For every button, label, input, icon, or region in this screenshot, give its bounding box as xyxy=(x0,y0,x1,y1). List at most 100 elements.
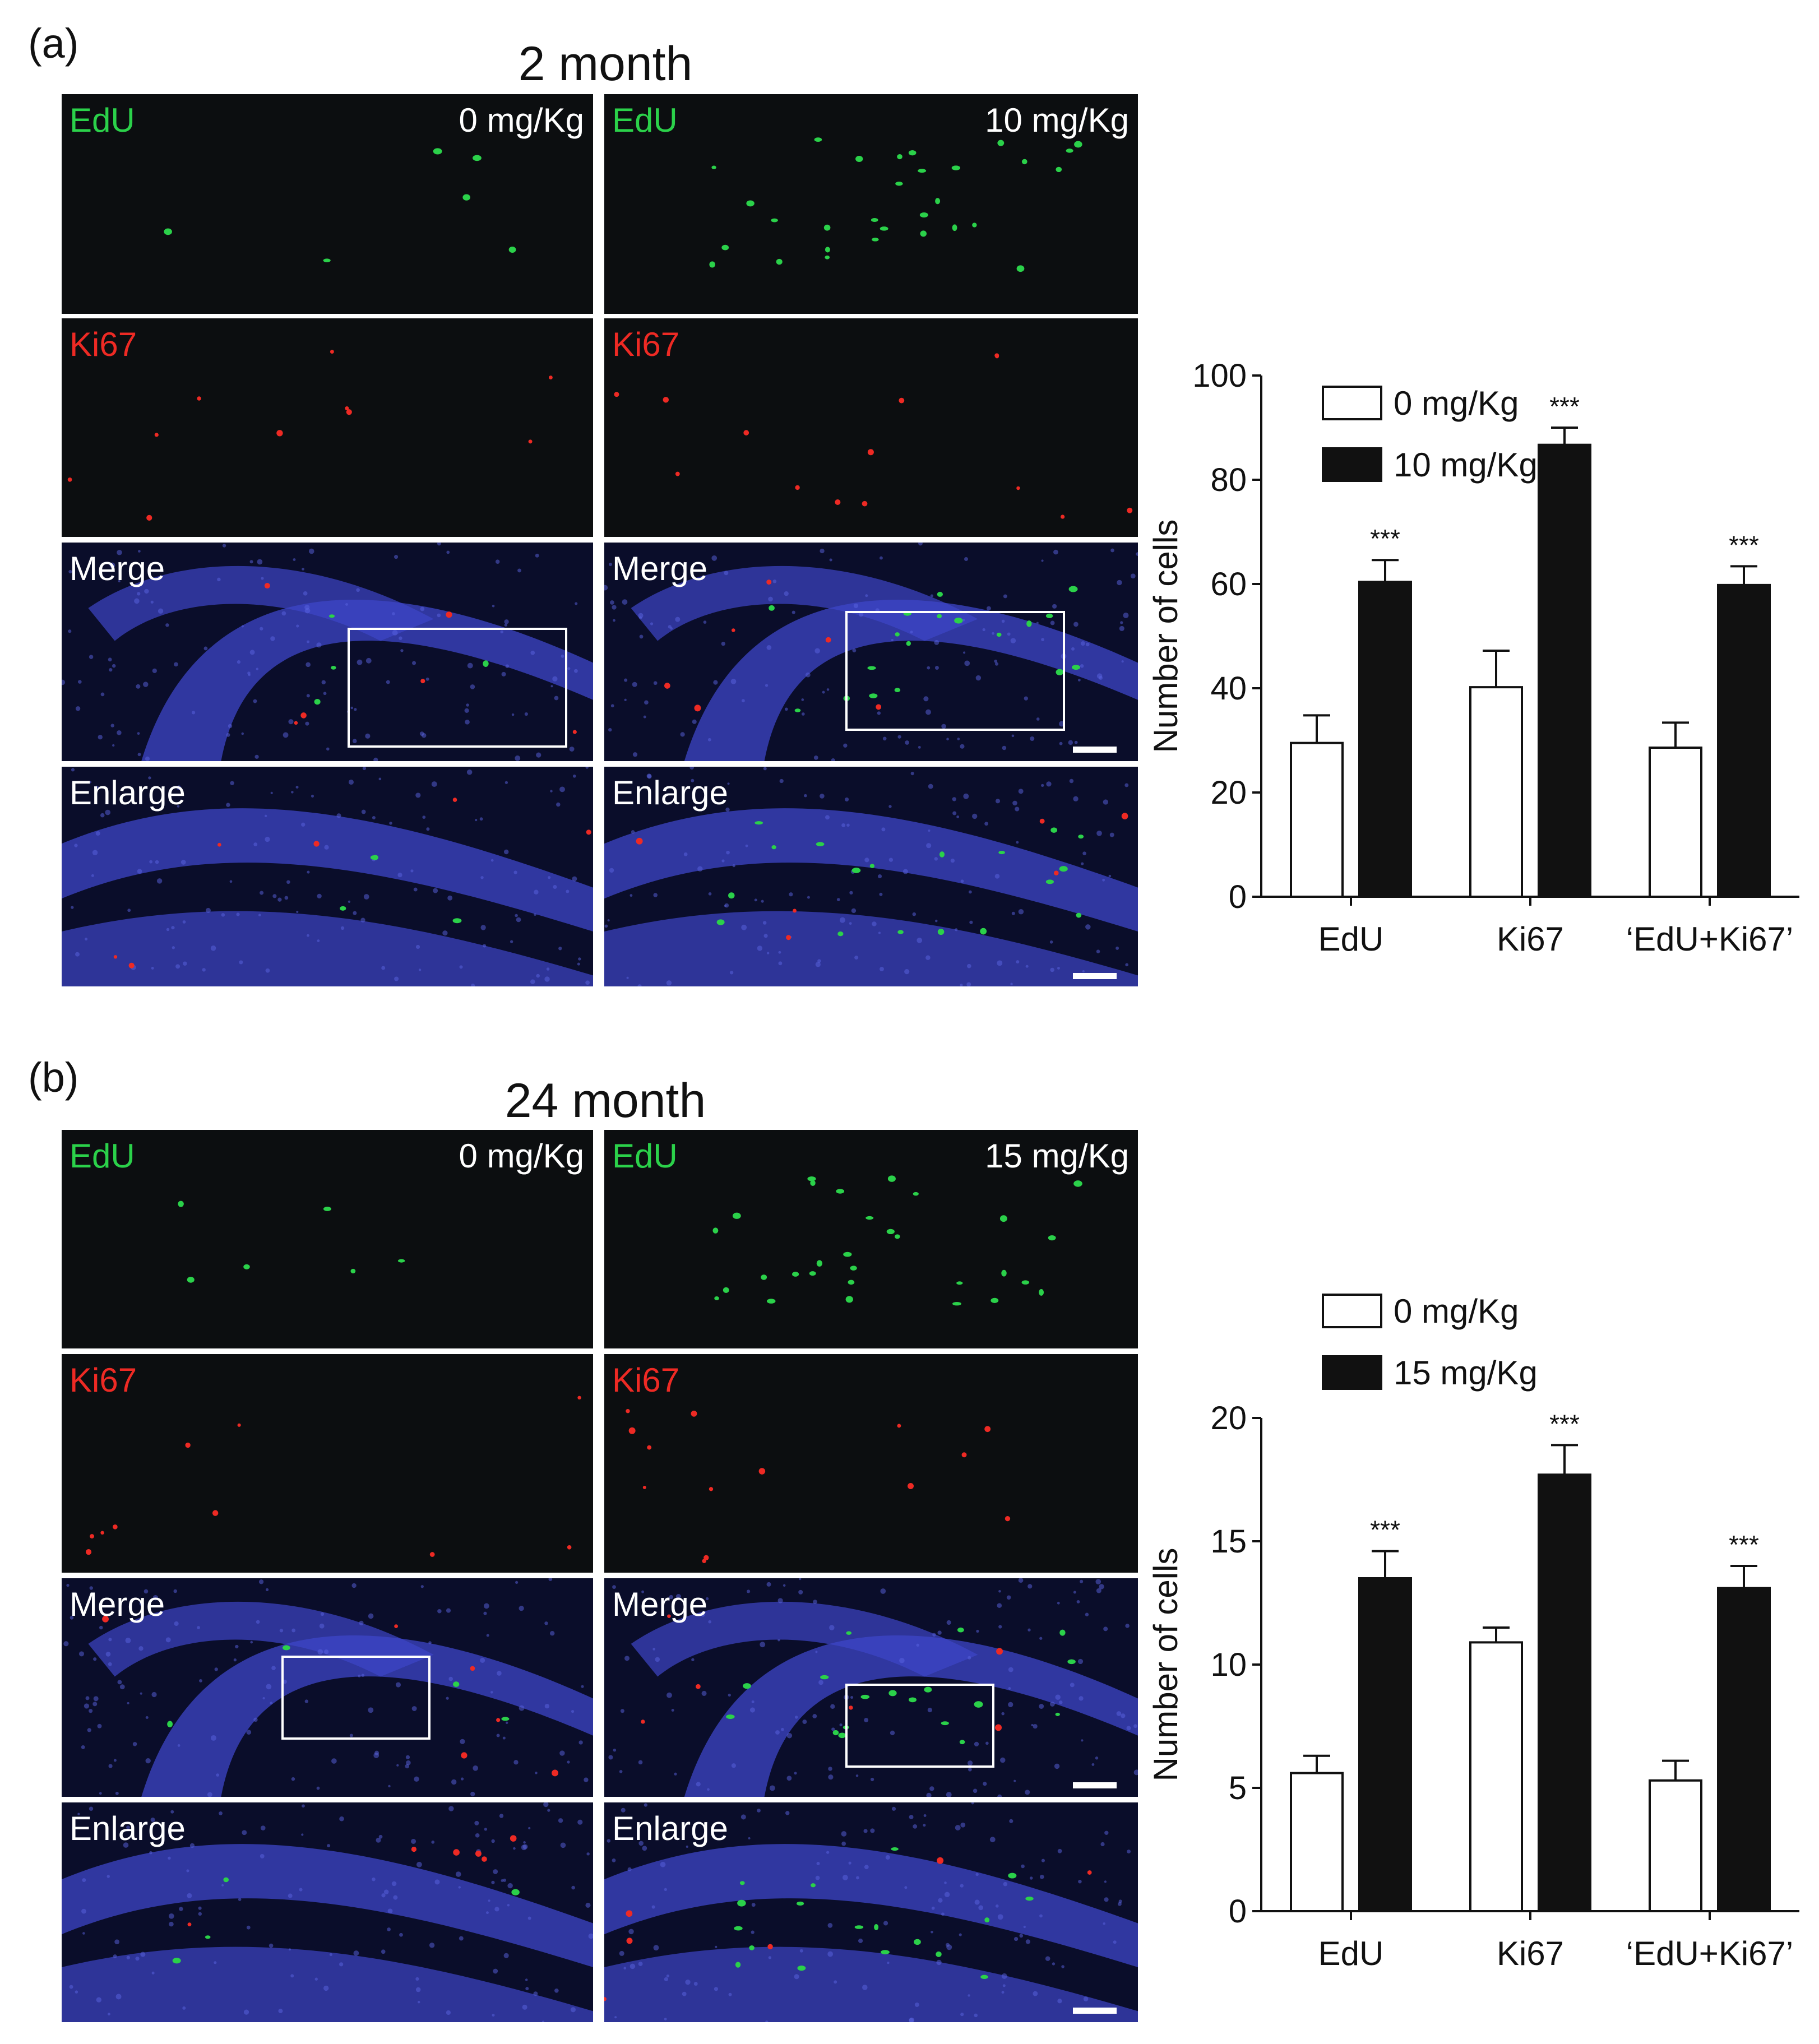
micrograph-texture xyxy=(67,350,553,521)
micrograph-texture xyxy=(604,1802,1138,2022)
dose-label: 0 mg/Kg xyxy=(459,101,584,139)
row-label-ki67: Ki67 xyxy=(612,1361,680,1399)
enlarge-region-box xyxy=(281,1656,431,1740)
y-tick-label: 40 xyxy=(1210,670,1247,707)
micrograph-b-edu-0: EdU 0 mg/Kg xyxy=(62,1130,593,1348)
y-tick-label: 80 xyxy=(1210,462,1247,498)
y-tick-label: 0 xyxy=(1229,1893,1247,1930)
row-label-enlarge: Enlarge xyxy=(612,774,728,812)
bar-chart-b: 0 5 10 15 20 Number of cells EdU *** Ki67 *** ‘EdU… xyxy=(1149,1292,1799,1972)
legend-label: 0 mg/Kg xyxy=(1394,1292,1519,1330)
bar xyxy=(1469,686,1523,898)
legend-swatch xyxy=(1322,1355,1382,1390)
legend-label: 10 mg/Kg xyxy=(1394,446,1538,484)
row-label-ki67: Ki67 xyxy=(70,326,137,363)
scale-bar xyxy=(1073,747,1117,753)
row-label-edu: EdU xyxy=(612,101,678,139)
row-label-merge: Merge xyxy=(70,1586,165,1623)
scale-bar xyxy=(1073,973,1117,979)
dose-label: 10 mg/Kg xyxy=(985,101,1129,139)
scale-bar xyxy=(1073,2008,1117,2014)
micrograph-texture xyxy=(626,1408,1011,1563)
x-tick-label: Ki67 xyxy=(1497,920,1564,958)
y-tick-label: 10 xyxy=(1210,1647,1247,1683)
row-label-edu: EdU xyxy=(70,1137,135,1175)
significance-label: *** xyxy=(1370,524,1400,553)
bar xyxy=(1290,741,1344,898)
bar xyxy=(1358,581,1412,898)
micrograph-texture xyxy=(62,1802,593,2022)
row-label-merge: Merge xyxy=(70,550,165,587)
micrograph-b-merge-1: Merge xyxy=(604,1578,1138,1797)
bar xyxy=(1290,1772,1344,1912)
bar xyxy=(1649,1779,1702,1912)
legend-label: 0 mg/Kg xyxy=(1394,384,1519,422)
micrograph-texture xyxy=(85,1396,581,1557)
micrograph-texture xyxy=(164,148,516,262)
row-label-enlarge: Enlarge xyxy=(612,1810,728,1847)
y-axis-label: Number of cells xyxy=(1149,1548,1184,1782)
significance-label: *** xyxy=(1549,392,1580,421)
dose-label: 15 mg/Kg xyxy=(985,1137,1129,1175)
bar xyxy=(1649,747,1702,898)
micrograph-texture xyxy=(604,767,1138,986)
x-tick-label: ‘EdU+Ki67’ xyxy=(1626,1935,1794,1972)
panel-title-a: 2 month xyxy=(518,37,693,91)
panel-title-b: 24 month xyxy=(504,1074,706,1128)
dose-label: 0 mg/Kg xyxy=(459,1137,584,1175)
row-label-edu: EdU xyxy=(612,1137,678,1175)
bar xyxy=(1538,1473,1591,1912)
enlarge-region-box xyxy=(845,611,1065,731)
bar xyxy=(1469,1641,1523,1913)
micrograph-a-merge-0: Merge xyxy=(62,543,593,761)
y-tick-label: 20 xyxy=(1210,1400,1247,1436)
bar xyxy=(1717,1587,1771,1912)
x-tick-label: EdU xyxy=(1318,1935,1384,1972)
panel-label-b: (b) xyxy=(28,1054,79,1101)
micrograph-a-enlarge-0: Enlarge xyxy=(62,767,593,986)
micrograph-b-enlarge-1: Enlarge xyxy=(604,1802,1138,2022)
row-label-ki67: Ki67 xyxy=(612,326,680,363)
y-tick-label: 5 xyxy=(1229,1770,1247,1806)
enlarge-region-box xyxy=(845,1684,994,1768)
significance-label: *** xyxy=(1370,1515,1400,1545)
micrograph-a-merge-1: Merge xyxy=(604,543,1138,761)
legend-swatch xyxy=(1322,447,1382,482)
row-label-merge: Merge xyxy=(612,550,708,587)
significance-label: *** xyxy=(1549,1409,1580,1438)
micrograph-texture xyxy=(62,767,593,986)
y-tick-label: 20 xyxy=(1210,775,1247,811)
micrograph-texture xyxy=(709,137,1082,272)
y-tick-label: 15 xyxy=(1210,1523,1247,1560)
micrograph-b-ki67-0: Ki67 xyxy=(62,1354,593,1573)
micrograph-b-edu-1: EdU 15 mg/Kg xyxy=(604,1130,1138,1348)
legend-label: 15 mg/Kg xyxy=(1394,1354,1538,1392)
enlarge-region-box xyxy=(348,628,567,748)
row-label-ki67: Ki67 xyxy=(70,1361,137,1399)
significance-label: *** xyxy=(1729,1530,1759,1559)
micrograph-a-ki67-1: Ki67 xyxy=(604,318,1138,537)
y-tick-label: 100 xyxy=(1192,358,1247,394)
row-label-enlarge: Enlarge xyxy=(70,774,186,812)
bar xyxy=(1538,443,1591,898)
legend-swatch xyxy=(1322,386,1382,420)
scale-bar xyxy=(1073,1782,1117,1788)
micrograph-texture xyxy=(62,543,593,761)
micrograph-a-ki67-0: Ki67 xyxy=(62,318,593,537)
y-tick-label: 60 xyxy=(1210,566,1247,602)
row-label-merge: Merge xyxy=(612,1586,708,1623)
micrograph-texture xyxy=(608,1578,1138,1797)
micrograph-texture xyxy=(178,1201,405,1283)
micrograph-a-edu-1: EdU 10 mg/Kg xyxy=(604,94,1138,314)
x-tick-label: EdU xyxy=(1318,920,1384,958)
micrograph-b-enlarge-0: Enlarge xyxy=(62,1802,593,2022)
micrograph-texture xyxy=(63,1578,593,1797)
row-label-enlarge: Enlarge xyxy=(70,1810,186,1847)
legend-swatch xyxy=(1322,1294,1382,1328)
bar xyxy=(1358,1577,1412,1912)
y-tick-label: 0 xyxy=(1229,879,1247,915)
micrograph-b-ki67-1: Ki67 xyxy=(604,1354,1138,1573)
micrograph-texture xyxy=(712,1175,1082,1306)
row-label-edu: EdU xyxy=(70,101,135,139)
significance-label: *** xyxy=(1729,530,1759,559)
